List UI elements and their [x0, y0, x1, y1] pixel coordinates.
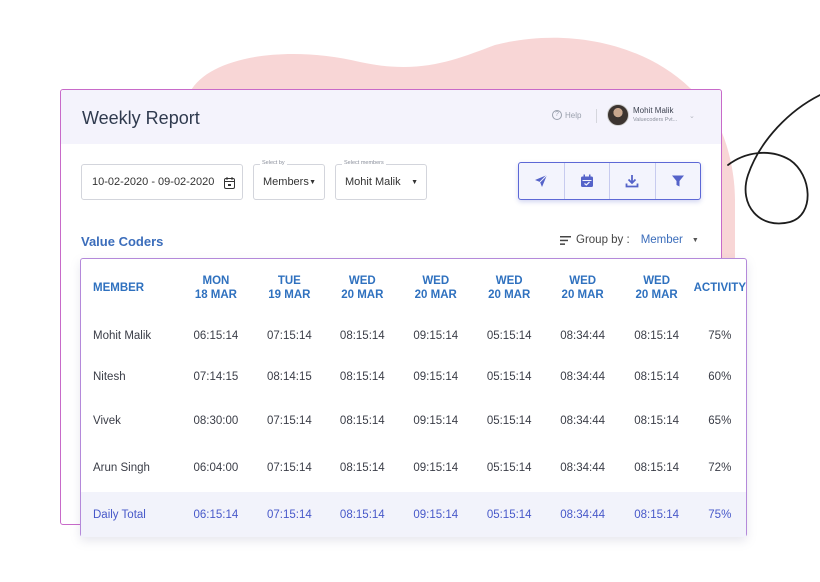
total-cell: 06:15:14 [178, 492, 253, 537]
group-by-value: Member [640, 234, 683, 246]
column-header[interactable]: MEMBER [93, 282, 145, 294]
filter-button[interactable] [656, 163, 701, 199]
date-range-picker[interactable]: 10-02-2020 - 09-02-2020 [81, 164, 243, 200]
header-divider [596, 109, 597, 123]
select-by-value: Members [263, 176, 309, 188]
select-member-value: Mohit Malik [345, 176, 401, 188]
table-cell: 08:34:44 [560, 461, 606, 474]
table-cell: 08:15:14 [634, 461, 679, 474]
column-header[interactable]: WED 20 MAR [341, 275, 384, 301]
activity-cell: 60% [708, 371, 732, 383]
schedule-button[interactable] [565, 163, 610, 199]
send-button[interactable] [519, 163, 565, 199]
member-name: Arun Singh [93, 461, 150, 474]
column-header[interactable]: MON 18 MAR [194, 275, 237, 301]
avatar[interactable] [607, 104, 629, 126]
member-name: Nitesh [93, 371, 126, 383]
help-link[interactable]: ? Help [552, 110, 581, 120]
total-activity-cell: 75% [693, 492, 746, 537]
filter-icon [671, 175, 684, 187]
table-cell: 08:15:14 [339, 415, 385, 427]
table-cell: 06:04:00 [193, 461, 239, 474]
table-cell: 08:15:14 [634, 371, 679, 383]
calendar-icon[interactable] [224, 177, 235, 189]
download-button[interactable] [610, 163, 656, 199]
table-row[interactable]: Arun Singh 06:04:00 07:15:14 08:15:14 09… [81, 443, 746, 492]
table-cell: 08:34:44 [560, 415, 606, 427]
table-cell: 08:30:00 [193, 415, 239, 427]
table-cell: 07:15:14 [266, 330, 312, 342]
caret-down-icon: ▼ [309, 179, 316, 186]
table-cell: 08:14:15 [266, 371, 312, 383]
column-header[interactable]: WED 20 MAR [488, 275, 531, 301]
table-cell: 08:15:14 [339, 371, 385, 383]
member-name: Mohit Malik [93, 330, 152, 342]
total-cell: 07:15:14 [252, 492, 326, 537]
table-cell: 05:15:14 [486, 371, 532, 383]
table-row[interactable]: Nitesh 07:14:15 08:14:15 08:15:14 09:15:… [81, 355, 746, 399]
daily-total-label: Daily Total [81, 492, 179, 537]
total-cell: 08:34:44 [545, 492, 620, 537]
report-table-card: MEMBER MON 18 MAR TUE 19 MAR WED 20 MAR WED… [80, 258, 747, 537]
date-range-value: 10-02-2020 - 09-02-2020 [92, 176, 215, 188]
table-cell: 05:15:14 [486, 461, 532, 474]
column-header[interactable]: WED 20 MAR [635, 275, 678, 301]
table-cell: 09:15:14 [413, 371, 459, 383]
column-header[interactable]: WED 20 MAR [561, 275, 604, 301]
help-icon: ? [552, 110, 562, 120]
activity-cell: 75% [708, 330, 732, 342]
total-cell: 05:15:14 [472, 492, 546, 537]
table-cell: 08:34:44 [560, 371, 606, 383]
select-by-label: Select by [260, 160, 287, 166]
daily-total-row: Daily Total 06:15:14 07:15:14 08:15:14 0… [81, 492, 746, 537]
activity-cell: 65% [708, 415, 732, 427]
table-cell: 08:15:14 [634, 330, 679, 342]
table-cell: 06:15:14 [193, 330, 239, 342]
send-icon [535, 174, 548, 187]
sort-lines-icon [560, 235, 571, 245]
table-cell: 09:15:14 [413, 461, 459, 474]
table-cell: 09:15:14 [413, 415, 459, 427]
action-toolbar [518, 162, 701, 200]
help-label: Help [565, 110, 582, 120]
user-menu-chevron-down-icon[interactable]: ⌄ [689, 113, 695, 120]
select-member-dropdown[interactable]: Select members Mohit Malik ▼ [335, 160, 427, 200]
calendar-icon [580, 174, 593, 187]
table-header-row: MEMBER MON 18 MAR TUE 19 MAR WED 20 MAR WED… [81, 259, 746, 317]
card-header: Weekly Report ? Help Mohit Malik Valueco… [61, 90, 721, 144]
table-cell: 08:15:14 [339, 330, 385, 342]
caret-down-icon: ▼ [691, 236, 699, 244]
user-name[interactable]: Mohit Malik [633, 106, 674, 115]
table-cell: 05:15:14 [486, 330, 532, 342]
table-cell: 09:15:14 [413, 330, 459, 342]
user-org: Valuecoders Pvt... [633, 117, 678, 123]
table-cell: 07:14:15 [193, 371, 239, 383]
column-header[interactable]: ACTIVITY [693, 282, 746, 294]
table-cell: 07:15:14 [266, 415, 312, 427]
download-icon [625, 175, 639, 188]
table-row[interactable]: Mohit Malik 06:15:14 07:15:14 08:15:14 0… [81, 317, 746, 355]
total-cell: 09:15:14 [398, 492, 473, 537]
total-cell: 08:15:14 [325, 492, 399, 537]
group-by-label: Group by : [576, 234, 630, 246]
select-by-dropdown[interactable]: Select by Members ▼ [253, 160, 325, 200]
page-title: Weekly Report [82, 108, 200, 128]
total-cell: 08:15:14 [619, 492, 694, 537]
member-name: Vivek [93, 415, 121, 427]
report-table: MEMBER MON 18 MAR TUE 19 MAR WED 20 MAR WED… [81, 259, 746, 537]
column-header[interactable]: WED 20 MAR [414, 275, 457, 301]
table-cell: 08:15:14 [339, 461, 385, 474]
activity-cell: 72% [708, 461, 732, 474]
ink-scribble [727, 94, 820, 225]
table-cell: 07:15:14 [266, 461, 312, 474]
group-title: Value Coders [81, 234, 164, 249]
group-by-control[interactable]: Group by : Member ▼ [560, 234, 699, 246]
table-cell: 08:15:14 [634, 415, 679, 427]
column-header[interactable]: TUE 19 MAR [268, 275, 311, 301]
table-cell: 05:15:14 [486, 415, 532, 427]
select-member-label: Select members [342, 160, 386, 166]
table-row[interactable]: Vivek 08:30:00 07:15:14 08:15:14 09:15:1… [81, 399, 746, 443]
caret-down-icon: ▼ [411, 179, 418, 186]
table-cell: 08:34:44 [560, 330, 606, 342]
